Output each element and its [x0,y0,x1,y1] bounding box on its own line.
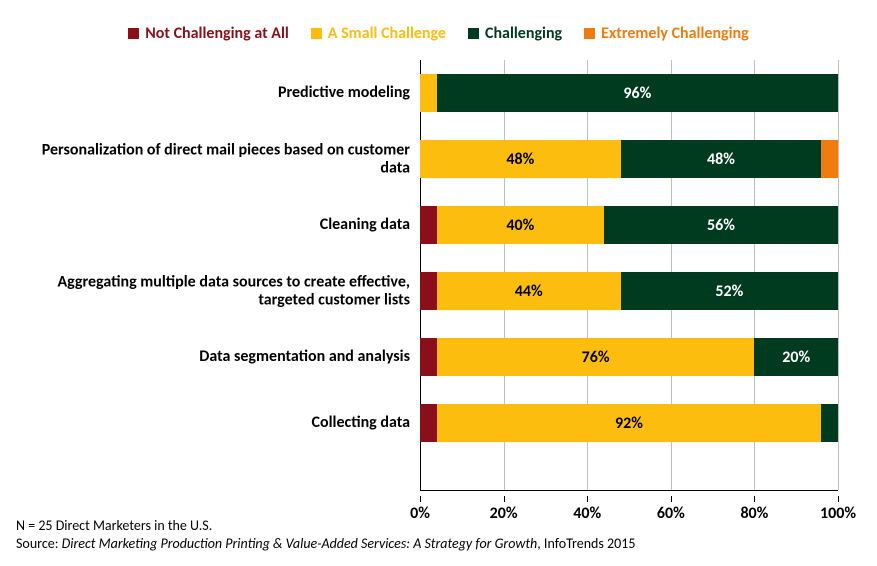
bar-value-label: 96% [623,84,651,103]
bar-segment: 92% [437,404,822,442]
legend-label: Not Challenging at All [145,24,289,43]
legend-label: A Small Challenge [328,24,446,43]
bar-segment [821,404,838,442]
bar-segment: 96% [437,74,838,112]
legend-label: Challenging [485,24,562,43]
bar-segment: 20% [754,338,838,376]
bar-segment [821,140,838,178]
bar-value-label: 52% [715,282,743,301]
bar-value-label: 20% [782,348,810,367]
footnote-source: Source: Direct Marketing Production Prin… [16,535,635,553]
bar-value-label: 56% [707,216,735,235]
bar-value-label: 48% [707,150,735,169]
legend-item: Extremely Challenging [584,24,749,43]
x-tick-label: 80% [740,504,768,523]
x-tick-mark [587,496,588,502]
bar-segment [420,272,437,310]
bar-segment: 44% [437,272,621,310]
x-tick-mark [754,496,755,502]
chart-row: Cleaning data 40% 56% [40,206,845,244]
bar-segment [420,338,437,376]
bar-value-label: 44% [515,282,543,301]
legend-item: Challenging [468,24,562,43]
bar-segment: 76% [437,338,755,376]
bar-segment: 56% [604,206,838,244]
category-label: Data segmentation and analysis [40,348,410,366]
bar-segment: 48% [621,140,822,178]
legend: Not Challenging at All A Small Challenge C… [0,0,877,49]
bar-segment: 40% [437,206,604,244]
x-axis-line [420,490,838,491]
bar-value-label: 48% [506,150,534,169]
category-label: Collecting data [40,414,410,432]
stacked-bar: 76% 20% [420,338,838,376]
stacked-bar: 92% [420,404,838,442]
category-label: Cleaning data [40,216,410,234]
bar-segment: 48% [420,140,621,178]
x-tick-mark [671,496,672,502]
legend-label: Extremely Challenging [601,24,749,43]
bar-segment [420,206,437,244]
stacked-bar: 96% [420,74,838,112]
stacked-bar: 48% 48% [420,140,838,178]
chart-row: Personalization of direct mail pieces ba… [40,140,845,178]
legend-swatch [128,28,139,39]
legend-item: A Small Challenge [311,24,446,43]
legend-item: Not Challenging at All [128,24,289,43]
legend-swatch [584,28,595,39]
category-label: Personalization of direct mail pieces ba… [40,141,410,176]
chart-row: Aggregating multiple data sources to cre… [40,272,845,310]
stacked-bar: 44% 52% [420,272,838,310]
stacked-bar: 40% 56% [420,206,838,244]
legend-swatch [311,28,322,39]
chart-row: Data segmentation and analysis 76% 20% [40,338,845,376]
bar-value-label: 76% [582,348,610,367]
category-label: Aggregating multiple data sources to cre… [40,273,410,308]
category-label: Predictive modeling [40,84,410,102]
bar-segment [420,74,437,112]
legend-swatch [468,28,479,39]
bar-segment [420,404,437,442]
chart-footnote: N = 25 Direct Marketers in the U.S. Sour… [16,517,635,552]
chart-area: 0%20%40%60%80%100% Predictive modeling96… [40,60,845,490]
x-tick-mark [504,496,505,502]
x-tick-label: 60% [657,504,685,523]
bar-segment: 52% [621,272,838,310]
x-tick-mark [420,496,421,502]
chart-row: Collecting data 92% [40,404,845,442]
bar-value-label: 40% [506,216,534,235]
footnote-n: N = 25 Direct Marketers in the U.S. [16,517,635,535]
x-tick-mark [838,496,839,502]
bar-value-label: 92% [615,414,643,433]
x-tick-label: 100% [820,504,856,523]
chart-row: Predictive modeling 96% [40,74,845,112]
